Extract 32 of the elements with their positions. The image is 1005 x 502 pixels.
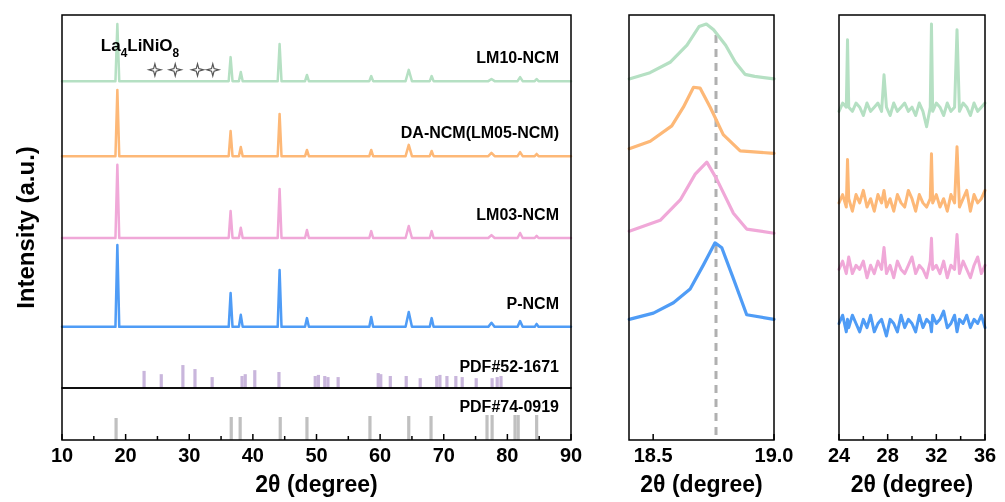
x-axis-title: 2θ (degree) xyxy=(640,471,763,497)
x-tick-label: 40 xyxy=(241,444,264,466)
x-tick-label: 60 xyxy=(369,444,392,466)
x-tick-label: 24 xyxy=(827,444,851,466)
x-tick-label: 30 xyxy=(178,444,201,466)
series-label: P-NCM xyxy=(506,294,559,312)
x-tick-label: 70 xyxy=(432,444,455,466)
bar xyxy=(142,370,146,388)
series-label: DA-NCM(LM05-NCM) xyxy=(400,124,559,142)
series-label: LM03-NCM xyxy=(476,206,559,224)
x-tick-label: 36 xyxy=(973,444,997,466)
bar xyxy=(277,371,281,388)
x-tick-label: 10 xyxy=(50,444,74,466)
x-tick-label: 19.0 xyxy=(754,444,794,466)
x-axis-title: 2θ (degree) xyxy=(850,471,974,497)
bar xyxy=(445,375,449,388)
y-axis-title: Intensity (a.u.) xyxy=(12,146,39,309)
x-tick-label: 50 xyxy=(305,444,328,466)
annotation: La$_{4}$LiNiO$_{8}$ xyxy=(100,36,180,61)
bar xyxy=(181,365,185,388)
x-axis-title: 2θ (degree) xyxy=(255,471,378,497)
series-label: PDF#52-1671 xyxy=(459,357,560,375)
bar xyxy=(499,375,503,388)
bar xyxy=(193,369,197,388)
x-tick-label: 80 xyxy=(496,444,519,466)
x-tick-label: 18.5 xyxy=(633,444,673,466)
series-label: PDF#74-0919 xyxy=(459,398,560,415)
series-label: LM10-NCM xyxy=(476,49,559,67)
x-tick-label: 20 xyxy=(114,444,137,466)
x-tick-label: 28 xyxy=(876,444,899,466)
x-tick-label: 90 xyxy=(559,444,583,466)
x-tick-label: 32 xyxy=(925,444,948,466)
